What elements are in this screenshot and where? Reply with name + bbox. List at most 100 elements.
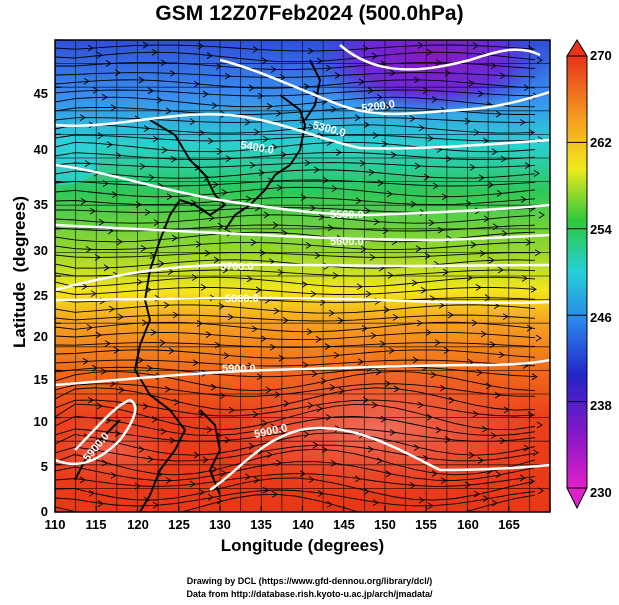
streamline-arrow [536, 421, 543, 429]
streamline-arrow [248, 84, 255, 92]
streamline-arrow [386, 190, 393, 198]
streamline-arrow [330, 459, 337, 467]
streamline-arrow [204, 249, 211, 257]
streamline-arrow [205, 331, 212, 338]
streamline [55, 117, 536, 123]
streamline-arrow [491, 499, 498, 507]
colorbar-label: 238 [590, 398, 612, 413]
streamline-arrow [110, 104, 117, 111]
streamline-arrow [165, 477, 172, 484]
y-tick-label: 30 [33, 243, 48, 258]
streamline-arrow [432, 182, 439, 190]
streamline-arrow [100, 368, 107, 375]
streamline-arrow [503, 406, 510, 414]
streamline-arrow [356, 283, 363, 291]
streamline-arrow [88, 489, 95, 497]
streamline-arrow [227, 313, 234, 321]
streamline-arrow [261, 419, 268, 427]
streamline-arrow [98, 218, 105, 226]
streamline [55, 96, 536, 108]
streamline-arrow [385, 470, 392, 478]
streamline-arrow [381, 140, 388, 148]
streamline-arrow [484, 294, 491, 302]
streamline [55, 477, 536, 501]
streamline-arrow [376, 457, 383, 465]
streamline [55, 444, 536, 462]
streamline-arrow [138, 445, 145, 453]
streamline-arrow [244, 118, 251, 126]
streamline [55, 383, 536, 397]
streamline-arrow [491, 148, 498, 156]
streamline-arrow [90, 290, 97, 298]
streamline-arrow [220, 469, 227, 477]
streamline [55, 473, 536, 487]
streamline-arrow [525, 239, 532, 246]
streamline-arrow [96, 51, 103, 59]
streamline-arrow [371, 401, 378, 409]
streamline-arrow [245, 195, 252, 203]
streamline-arrow [321, 446, 328, 453]
streamline-arrow [207, 137, 214, 145]
streamline-arrow [500, 155, 507, 163]
y-tick-label: 20 [33, 329, 48, 344]
streamline-arrow [367, 445, 374, 453]
streamline-arrow [523, 444, 530, 452]
streamline-arrow [248, 442, 255, 450]
y-tick-label: 40 [33, 142, 48, 157]
x-tick-label: 115 [85, 517, 107, 532]
streamline-arrow [445, 155, 452, 163]
streamline-arrow [142, 402, 149, 410]
streamline-arrow [380, 415, 387, 423]
streamline-arrow [477, 457, 484, 464]
contour-label: 5200.0 [361, 98, 396, 115]
streamline-arrow [135, 201, 142, 208]
streamline-arrow [537, 487, 544, 495]
streamline-arrow [413, 76, 420, 84]
x-tick-label: 120 [127, 517, 149, 532]
streamline [55, 387, 536, 411]
x-tick-label: 145 [333, 517, 355, 532]
streamline-arrow [193, 80, 200, 88]
contour-label: 5800.0 [225, 293, 259, 305]
x-tick-label: 135 [250, 517, 272, 532]
streamline [55, 331, 536, 341]
streamline-arrow [197, 42, 204, 50]
streamline-arrow [527, 411, 534, 419]
streamline-arrow [368, 169, 375, 176]
streamline-arrow [87, 44, 94, 52]
streamline-arrow [251, 325, 258, 333]
streamline [55, 276, 536, 288]
streamline-arrow [317, 490, 324, 497]
streamline-arrow [86, 324, 93, 331]
streamline-arrow [159, 339, 166, 347]
streamline-arrow [318, 213, 325, 221]
streamline-arrow [482, 495, 489, 503]
streamline [55, 72, 536, 78]
contour-label: 5600.0 [330, 236, 364, 248]
streamline-arrow [520, 196, 527, 203]
colorbar-label: 262 [590, 135, 612, 150]
streamline-arrow [531, 373, 538, 381]
streamline [55, 287, 536, 295]
streamline-arrow [355, 197, 362, 205]
streamline-arrow [501, 230, 508, 237]
streamline-arrow [169, 70, 176, 77]
streamline-arrow [206, 426, 213, 434]
streamline-arrow [362, 45, 369, 52]
streamline-arrow [443, 347, 450, 354]
streamline-arrow [160, 427, 167, 435]
streamline-arrow [308, 476, 315, 483]
streamline-arrow [309, 204, 316, 212]
streamline-arrow [84, 160, 91, 167]
streamline-arrow [414, 162, 421, 170]
streamline-arrow [152, 501, 159, 509]
streamline-arrow [146, 364, 153, 372]
streamline-arrow [367, 87, 374, 94]
streamline-arrow [310, 290, 317, 298]
streamline-arrow [216, 148, 223, 155]
streamline-arrow [472, 42, 479, 50]
streamline-arrow [168, 347, 175, 355]
streamline-arrow [228, 406, 235, 414]
streamline-arrow [211, 466, 218, 473]
streamline-arrow [104, 340, 111, 347]
